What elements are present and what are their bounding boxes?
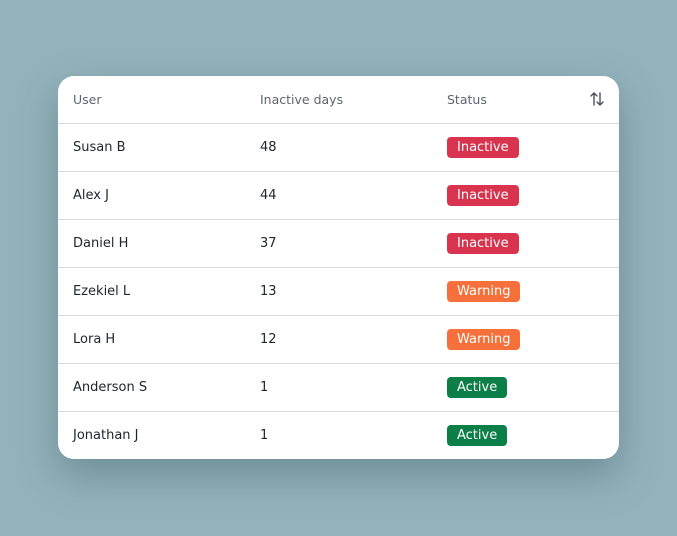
table-body: Susan B 48 Inactive Alex J 44 Inactive Daniel … [58, 123, 619, 459]
user-cell: Lora H [73, 332, 116, 347]
status-badge: Active [447, 425, 508, 446]
status-badge: Inactive [447, 185, 519, 206]
status-badge: Inactive [447, 233, 519, 254]
user-cell: Anderson S [73, 380, 148, 395]
days-cell: 44 [260, 188, 277, 203]
user-cell: Alex J [73, 188, 109, 203]
header-cell: Status [447, 92, 487, 107]
status-cell: Active [447, 412, 508, 459]
status-cell: Inactive [447, 172, 519, 219]
days-cell: 12 [260, 332, 277, 347]
status-badge: Warning [447, 281, 521, 302]
header-cell: Inactive days [260, 92, 344, 107]
table-row: Alex J 44 Inactive [58, 171, 619, 219]
days-cell: 13 [260, 284, 277, 299]
table-row: Lora H 12 Warning [58, 315, 619, 363]
status-badge: Active [447, 377, 508, 398]
status-cell: Warning [447, 268, 521, 315]
table-card: User Inactive days Status Susan B 48 Inact… [58, 76, 619, 459]
days-cell: 1 [260, 380, 269, 395]
status-cell: Inactive [447, 124, 519, 171]
table-row: Ezekiel L 13 Warning [58, 267, 619, 315]
table-row: Susan B 48 Inactive [58, 123, 619, 171]
sort-button[interactable] [589, 91, 605, 107]
days-cell: 1 [260, 428, 269, 443]
table-row: Jonathan J 1 Active [58, 411, 619, 459]
header-cell: User [73, 92, 102, 107]
days-cell: 37 [260, 236, 277, 251]
status-badge: Warning [447, 329, 521, 350]
user-cell: Ezekiel L [73, 284, 131, 299]
status-cell: Active [447, 364, 508, 411]
user-cell: Susan B [73, 140, 126, 155]
status-cell: Warning [447, 316, 521, 363]
status-badge: Inactive [447, 137, 519, 158]
header-row: User Inactive days Status [58, 76, 619, 123]
status-cell: Inactive [447, 220, 519, 267]
days-cell: 48 [260, 140, 277, 155]
user-cell: Jonathan J [73, 428, 139, 443]
table-row: Anderson S 1 Active [58, 363, 619, 411]
table-row: Daniel H 37 Inactive [58, 219, 619, 267]
user-cell: Daniel H [73, 236, 129, 251]
